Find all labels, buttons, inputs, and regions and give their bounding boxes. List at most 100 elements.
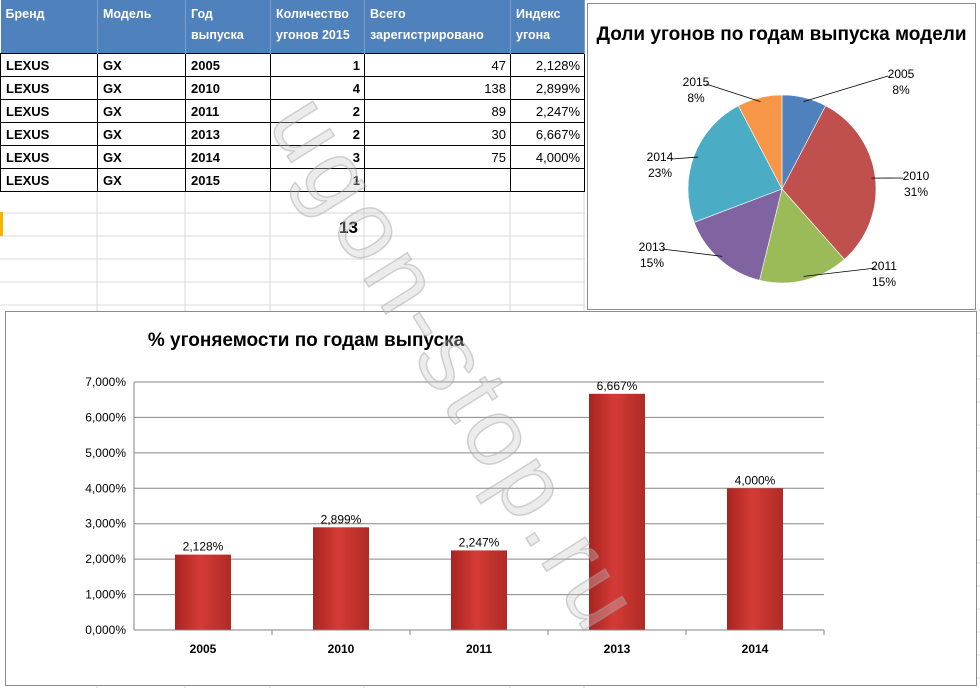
- cell-year[interactable]: 2010: [185, 76, 271, 100]
- cell-thefts[interactable]: 2: [270, 122, 365, 146]
- y-tick-label: 0,000%: [85, 623, 126, 637]
- y-tick-label: 2,000%: [85, 552, 126, 566]
- x-tick-label: 2014: [742, 642, 769, 656]
- cell-index[interactable]: [510, 168, 585, 192]
- cell-index[interactable]: 2,128%: [510, 53, 585, 77]
- cell-registered[interactable]: 89: [364, 99, 511, 123]
- table-row: LEXUS GX 2010 4 138 2,899%: [0, 76, 585, 100]
- bar-data-label: 2,247%: [459, 535, 500, 549]
- total-thefts[interactable]: 13: [339, 218, 358, 237]
- header-registered[interactable]: Всего зарегистрировано: [364, 0, 511, 54]
- cell-index[interactable]: 2,247%: [510, 99, 585, 123]
- cell-registered[interactable]: 47: [364, 53, 511, 77]
- bar-data-label: 2,899%: [321, 512, 362, 526]
- table-row: LEXUS GX 2014 3 75 4,000%: [0, 145, 585, 169]
- pie-slice-2013: [693, 188, 783, 281]
- table-row: LEXUS GX 2005 1 47 2,128%: [0, 53, 585, 77]
- table-body: LEXUS GX 2005 1 47 2,128% LEXUS GX 2010 4 138 2,899…: [0, 53, 585, 192]
- bar-2014: [727, 488, 783, 630]
- cell-index[interactable]: 6,667%: [510, 122, 585, 146]
- pie-chart-title: Доли угонов по годам выпуска модели: [596, 24, 967, 45]
- bar-2005: [175, 554, 231, 630]
- x-tick-label: 2013: [604, 642, 631, 656]
- bar-data-label: 4,000%: [735, 473, 776, 487]
- y-tick-label: 4,000%: [85, 481, 126, 495]
- bar-2011: [451, 550, 507, 630]
- pie-chart[interactable]: Доли угонов по годам выпуска модели 2005…: [587, 3, 976, 310]
- cell-index[interactable]: 2,899%: [510, 76, 585, 100]
- bar-2013: [589, 393, 645, 630]
- x-tick-label: 2011: [466, 642, 492, 656]
- cell-brand[interactable]: LEXUS: [0, 53, 98, 77]
- pie-leader-line: [803, 267, 877, 277]
- cell-model[interactable]: GX: [97, 53, 186, 77]
- pie-slice-2015: [737, 94, 783, 190]
- cell-brand[interactable]: LEXUS: [0, 145, 98, 169]
- cell-thefts[interactable]: 2: [270, 99, 365, 123]
- bar-2010: [313, 527, 369, 630]
- cell-year[interactable]: 2015: [185, 168, 271, 192]
- pie-leader-line: [661, 248, 723, 257]
- cell-thefts[interactable]: 3: [270, 145, 365, 169]
- cell-registered[interactable]: 75: [364, 145, 511, 169]
- table-header-row: Бренд Модель Год выпуска Количество угон…: [0, 0, 585, 54]
- pie-slice-2010: [781, 105, 877, 260]
- cell-year[interactable]: 2011: [185, 99, 271, 123]
- cell-model[interactable]: GX: [97, 145, 186, 169]
- cell-model[interactable]: GX: [97, 168, 186, 192]
- table-row: LEXUS GX 2015 1: [0, 168, 585, 192]
- table-row: LEXUS GX 2013 2 30 6,667%: [0, 122, 585, 146]
- pie-slice-percent: 8%: [892, 83, 910, 97]
- bar-data-label: 6,667%: [597, 379, 638, 393]
- header-brand[interactable]: Бренд: [0, 0, 98, 54]
- y-tick-label: 6,000%: [85, 410, 126, 424]
- cell-thefts[interactable]: 1: [270, 53, 365, 77]
- pie-slice-percent: 23%: [648, 166, 672, 180]
- cell-registered[interactable]: [364, 168, 511, 192]
- table-row: LEXUS GX 2011 2 89 2,247%: [0, 99, 585, 123]
- y-tick-label: 1,000%: [85, 588, 126, 602]
- cell-model[interactable]: GX: [97, 76, 186, 100]
- cell-model[interactable]: GX: [97, 122, 186, 146]
- pie-slice-label: 2013: [639, 240, 666, 254]
- cell-brand[interactable]: LEXUS: [0, 76, 98, 100]
- y-tick-label: 5,000%: [85, 446, 126, 460]
- header-model[interactable]: Модель: [97, 0, 186, 54]
- cell-registered[interactable]: 138: [364, 76, 511, 100]
- cell-year[interactable]: 2013: [185, 122, 271, 146]
- cell-brand[interactable]: LEXUS: [0, 168, 98, 192]
- bar-chart-title: % угоняемости по годам выпуска: [147, 330, 465, 351]
- pie-slice-2014: [687, 105, 783, 223]
- pie-slice-label: 2005: [888, 67, 915, 81]
- cell-model[interactable]: GX: [97, 99, 186, 123]
- y-tick-label: 3,000%: [85, 517, 126, 531]
- header-theft-index[interactable]: Индекс угона: [510, 0, 585, 54]
- cell-thefts[interactable]: 4: [270, 76, 365, 100]
- pie-slice-percent: 15%: [640, 256, 664, 270]
- pie-leader-line: [671, 156, 698, 160]
- x-tick-label: 2005: [190, 642, 217, 656]
- cell-brand[interactable]: LEXUS: [0, 122, 98, 146]
- cell-thefts[interactable]: 1: [270, 168, 365, 192]
- header-thefts-2015[interactable]: Количество угонов 2015: [270, 0, 365, 54]
- bar-chart[interactable]: % угоняемости по годам выпуска 0,000% 1,0…: [5, 311, 977, 686]
- pie-slice-label: 2014: [647, 150, 674, 164]
- y-tick-label: 7,000%: [85, 375, 126, 389]
- cell-registered[interactable]: 30: [364, 122, 511, 146]
- bar-data-label: 2,128%: [183, 540, 224, 554]
- cell-year[interactable]: 2014: [185, 145, 271, 169]
- pie-slice-label: 2011: [871, 259, 897, 273]
- bar-chart-canvas: 0,000% 1,000% 2,000% 3,000% 4,000% 5,000% 6,00…: [85, 375, 825, 656]
- pie-slice-label: 2015: [683, 75, 710, 89]
- pie-slice-label: 2010: [903, 169, 930, 183]
- pie-slice-percent: 15%: [872, 275, 896, 289]
- selected-cell-marker: [0, 212, 3, 236]
- cell-year[interactable]: 2005: [185, 53, 271, 77]
- pie-slice-2011: [759, 188, 845, 284]
- pie-slice-percent: 8%: [687, 91, 705, 105]
- pie-leader-line: [803, 75, 889, 102]
- pie-chart-canvas: 2005 8% 2010 31% 2011 15% 2013 15% 2014 23% 2015 8%: [639, 67, 930, 289]
- cell-brand[interactable]: LEXUS: [0, 99, 98, 123]
- header-year[interactable]: Год выпуска: [185, 0, 271, 54]
- cell-index[interactable]: 4,000%: [510, 145, 585, 169]
